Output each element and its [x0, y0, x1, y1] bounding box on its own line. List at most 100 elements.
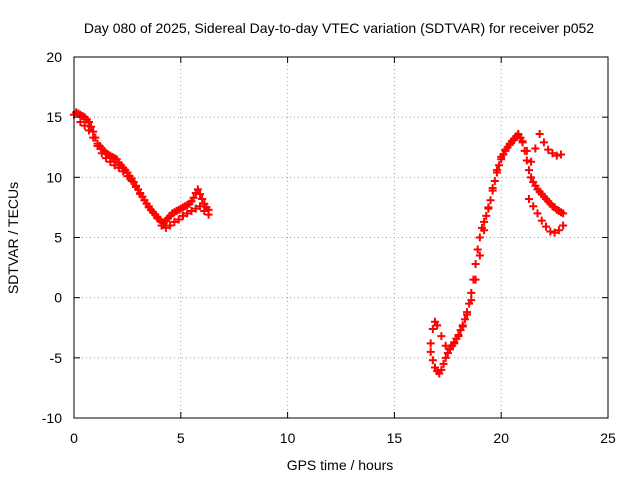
- data-point: [559, 221, 568, 230]
- series-morning-pass-lower: [76, 117, 213, 232]
- data-point: [166, 221, 175, 230]
- data-point: [522, 146, 531, 155]
- x-tick-label: 25: [600, 430, 616, 446]
- data-point: [196, 202, 205, 211]
- grid: [74, 57, 608, 418]
- data-point: [522, 156, 531, 165]
- data-point: [475, 233, 484, 242]
- data-point: [550, 228, 559, 237]
- y-tick-labels: -10 -5 0 5 10 15 20: [42, 49, 62, 426]
- data-points: [70, 108, 568, 378]
- data-point: [546, 227, 555, 236]
- data-point: [80, 121, 89, 130]
- data-point: [450, 339, 459, 348]
- data-point: [84, 126, 93, 135]
- x-tick-label: 5: [177, 430, 185, 446]
- data-point: [189, 193, 198, 202]
- data-point: [441, 353, 450, 362]
- data-point: [149, 208, 158, 217]
- data-point: [437, 365, 446, 374]
- data-point: [554, 226, 563, 235]
- data-point: [480, 217, 489, 226]
- axis-ticks: [73, 56, 609, 419]
- data-point: [559, 209, 568, 218]
- data-point: [426, 347, 435, 356]
- data-point: [524, 166, 533, 175]
- data-point: [200, 207, 209, 216]
- data-point: [531, 144, 540, 153]
- data-point: [187, 207, 196, 216]
- x-axis-label: GPS time / hours: [287, 457, 394, 473]
- data-point: [492, 166, 501, 175]
- data-point: [204, 210, 213, 219]
- x-tick-label: 0: [70, 430, 78, 446]
- data-point: [495, 161, 504, 170]
- data-point: [486, 196, 495, 205]
- data-point: [426, 339, 435, 348]
- data-point: [119, 167, 128, 176]
- data-point: [537, 216, 546, 225]
- data-point: [544, 145, 553, 154]
- data-point: [89, 133, 98, 142]
- data-point: [542, 222, 551, 231]
- data-point: [428, 324, 437, 333]
- data-point: [475, 251, 484, 260]
- data-point: [433, 321, 442, 330]
- data-point: [535, 130, 544, 139]
- data-point: [497, 152, 506, 161]
- data-point: [529, 202, 538, 211]
- data-point: [84, 117, 93, 126]
- x-tick-label: 10: [280, 430, 296, 446]
- data-point: [428, 356, 437, 365]
- y-axis-label: SDTVAR / TECUs: [5, 182, 21, 294]
- series-afternoon-pass-lower: [524, 194, 568, 237]
- data-point: [439, 359, 448, 368]
- data-point: [501, 145, 510, 154]
- data-point: [123, 172, 132, 181]
- data-point: [445, 344, 454, 353]
- data-point: [471, 259, 480, 268]
- y-tick-label: 20: [46, 49, 62, 65]
- data-point: [136, 190, 145, 199]
- data-point: [102, 154, 111, 163]
- data-point: [480, 226, 489, 235]
- data-point: [140, 196, 149, 205]
- data-point: [458, 322, 467, 331]
- data-point: [460, 315, 469, 324]
- data-point: [482, 211, 491, 220]
- data-point: [467, 296, 476, 305]
- chart-title: Day 080 of 2025, Sidereal Day-to-day VTE…: [84, 20, 594, 36]
- data-point: [153, 214, 162, 223]
- data-point: [110, 161, 119, 170]
- data-point: [441, 341, 450, 350]
- series-afternoon-pass-upper: [426, 130, 566, 353]
- data-point: [196, 190, 205, 199]
- x-tick-label: 15: [387, 430, 403, 446]
- data-point: [178, 211, 187, 220]
- data-point: [174, 215, 183, 224]
- data-point: [524, 194, 533, 203]
- data-point: [467, 288, 476, 297]
- data-point: [93, 142, 102, 151]
- data-point: [437, 332, 446, 341]
- data-point: [161, 223, 170, 232]
- data-point: [490, 176, 499, 185]
- data-point: [518, 137, 527, 146]
- x-tick-labels: 0 5 10 15 20 25: [70, 430, 616, 446]
- data-point: [76, 117, 85, 126]
- y-tick-label: 5: [54, 230, 62, 246]
- x-tick-label: 20: [493, 430, 509, 446]
- y-tick-label: -5: [50, 350, 63, 366]
- data-point: [557, 150, 566, 159]
- data-point: [463, 310, 472, 319]
- data-point: [198, 194, 207, 203]
- data-point: [505, 140, 514, 149]
- data-point: [157, 221, 166, 230]
- data-point: [454, 332, 463, 341]
- data-point: [552, 151, 561, 160]
- data-point: [548, 149, 557, 158]
- y-tick-label: 10: [46, 169, 62, 185]
- data-point: [539, 138, 548, 147]
